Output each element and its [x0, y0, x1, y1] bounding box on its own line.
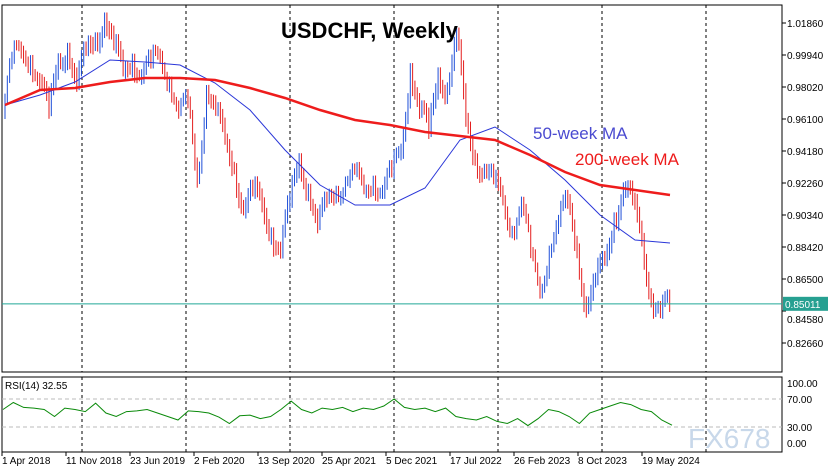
x-tick-label: 11 Nov 2018 [66, 456, 122, 467]
ma-50-line [4, 59, 671, 244]
y-tick-label: 0.90340 [787, 211, 824, 222]
price-panel-frame [1, 4, 783, 373]
x-tick-label: 26 Feb 2023 [514, 456, 571, 467]
ma-50-label: 50-week MA [533, 124, 628, 143]
y-tick-label: 0.94180 [787, 147, 824, 158]
x-tick-label: 25 Apr 2021 [322, 456, 376, 467]
x-tick-label: 23 Jun 2019 [130, 456, 185, 467]
ma-200-label: 200-week MA [575, 150, 680, 169]
x-tick-label: 19 May 2024 [642, 456, 700, 467]
rsi-tick-label: 70.00 [787, 395, 812, 406]
y-tick-label: 0.96100 [787, 115, 824, 126]
y-tick-label: 0.82660 [787, 339, 824, 350]
y-tick-label: 0.84580 [787, 315, 824, 326]
y-tick-label: 0.86500 [787, 275, 824, 286]
rsi-panel-frame [1, 376, 783, 453]
x-tick-label: 2 Feb 2020 [194, 456, 245, 467]
y-tick-label: 1.01860 [787, 19, 824, 30]
rsi-tick-label: 30.00 [787, 423, 812, 434]
rsi-tick-label: 0.00 [787, 439, 807, 450]
y-tick-label: 0.92260 [787, 179, 824, 190]
ma-200-line [4, 76, 671, 197]
current-price-badge [783, 296, 828, 311]
rsi-tick-label: 100.00 [787, 379, 818, 390]
x-tick-label: 13 Sep 2020 [258, 456, 315, 467]
chart-title: USDCHF, Weekly [281, 18, 459, 43]
watermark-logo: FX678 [688, 423, 771, 454]
y-tick-label: 0.99940 [787, 51, 824, 62]
x-tick-label: 1 Apr 2018 [2, 456, 51, 467]
current-price-label: 0.85011 [785, 300, 821, 311]
x-tick-label: 17 Jul 2022 [450, 456, 502, 467]
y-tick-label: 0.88420 [787, 243, 824, 254]
x-tick-label: 5 Dec 2021 [386, 456, 438, 467]
rsi-label: RSI(14) 32.55 [5, 381, 68, 392]
x-tick-label: 8 Oct 2023 [578, 456, 627, 467]
y-tick-label: 0.98020 [787, 83, 824, 94]
rsi-line [2, 398, 673, 427]
